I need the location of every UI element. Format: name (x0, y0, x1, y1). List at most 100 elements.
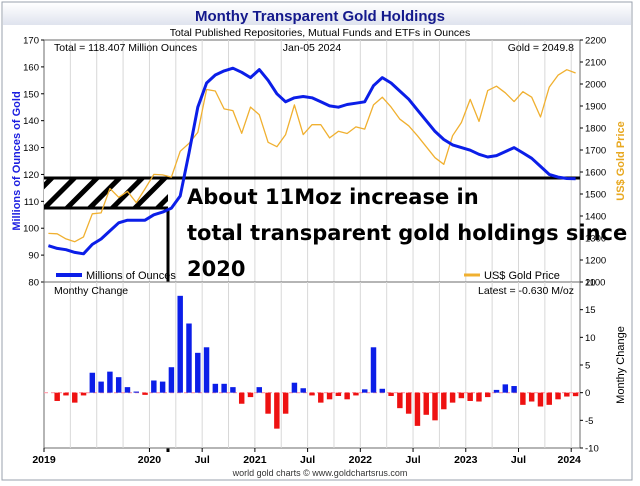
ytick-right-label: 1300 (585, 234, 606, 245)
top-panel-grid (69, 40, 572, 282)
ytick-left-label: 100 (23, 224, 39, 235)
bar-monthly-change (344, 392, 350, 400)
bar-monthly-change (159, 381, 166, 393)
bar-monthly-change (449, 392, 456, 403)
xtick-label: 2021 (243, 454, 267, 466)
bar-monthly-change (362, 389, 368, 393)
xtick-label: Jul (511, 454, 526, 466)
bar-monthly-change (414, 392, 421, 426)
ylabel-right: US$ Gold Price (615, 121, 627, 200)
bar-monthly-change (309, 392, 315, 396)
ytick-left-label: 90 (28, 251, 39, 262)
info-total: Total = 118.407 Million Ounces (54, 42, 197, 54)
bar-monthly-change (282, 392, 289, 414)
bar-monthly-change (423, 392, 429, 415)
series-line-ounces (47, 66, 576, 256)
bar-monthly-change (520, 392, 526, 405)
ytick-right-label: 1900 (585, 102, 606, 113)
bottom-panel-ticks: -10 -5 0 5 10 15 20 2019 2020 Jul 2021 Jul 2022 Jul 20… (32, 278, 598, 467)
xtick-label: Jul (300, 454, 315, 466)
bar-monthly-change (177, 295, 183, 393)
ylabel-bottom-right: Monthy Change (615, 326, 627, 404)
top-panel-ticks: 80 90 100 110 120 130 140 150 160 170 1100 1200 1300… (23, 36, 606, 289)
ytick-left-label: 150 (23, 89, 39, 100)
top-panel-series (47, 66, 576, 256)
bottom-panel-grid (44, 282, 580, 448)
bar-monthly-change (221, 383, 227, 393)
bottom-panel (43, 281, 581, 449)
annotation-text: About 11Moz increase in total transparent… (187, 185, 627, 281)
bar-monthly-change (186, 323, 192, 393)
xtick-label: Jul (405, 454, 420, 466)
bar-monthly-change (467, 392, 473, 401)
ytick-right-label: 1400 (585, 212, 606, 223)
ytick-right-label: 1800 (585, 124, 606, 135)
ytick-left-label: 160 (23, 62, 39, 73)
bar-monthly-change (195, 352, 201, 393)
chart-subtitle: Total Published Repositories, Mutual Fun… (170, 27, 471, 39)
ytick-left-label: 110 (24, 197, 39, 208)
bar-monthly-change (528, 392, 535, 402)
bar-monthly-change (458, 392, 465, 399)
xtick-label: 2019 (32, 454, 56, 466)
bar-monthly-change (335, 392, 342, 396)
bar-monthly-change (89, 372, 96, 393)
bar-monthly-change (572, 392, 579, 397)
xtick-label: 2024 (558, 454, 582, 466)
bar-monthly-change (291, 382, 298, 393)
ytick-bottom-label: 5 (585, 361, 590, 372)
bar-monthly-change (124, 387, 131, 393)
ylabel-left: Millions of Ounces of Gold (11, 91, 23, 230)
ytick-left-label: 170 (23, 36, 39, 47)
ytick-right-label: 2000 (585, 80, 606, 91)
bar-monthly-change (476, 392, 482, 402)
bar-monthly-change (353, 392, 359, 396)
info-gold-price: Gold = 2049.8 (508, 42, 574, 54)
bar-monthly-change (511, 386, 517, 393)
legend-gold-label: US$ Gold Price (484, 270, 560, 282)
ytick-right-label: 1600 (585, 168, 606, 179)
bar-monthly-change (115, 377, 122, 393)
monthly-change-bars (54, 295, 579, 429)
ytick-right-label: 1500 (585, 190, 606, 201)
ytick-bottom-label: -5 (585, 416, 593, 427)
latest-change-label: Latest = -0.630 M/oz (478, 285, 574, 297)
bar-monthly-change (72, 392, 78, 403)
ytick-left-label: 130 (23, 143, 39, 154)
bar-monthly-change (274, 392, 280, 429)
bar-monthly-change (168, 367, 175, 393)
ytick-bottom-label: 10 (585, 333, 596, 344)
ytick-left-label: 140 (23, 116, 39, 127)
bar-monthly-change (370, 347, 377, 393)
xtick-label: Jul (195, 454, 210, 466)
ytick-bottom-label: 20 (585, 278, 596, 289)
series-line-gold-price (48, 69, 576, 243)
bar-monthly-change (397, 392, 403, 409)
bar-monthly-change (230, 387, 236, 393)
xtick-label: 2022 (349, 454, 373, 466)
bar-monthly-change (326, 392, 333, 400)
bar-monthly-change (537, 392, 544, 407)
bar-monthly-change (502, 384, 509, 393)
bar-monthly-change (300, 388, 306, 393)
bar-monthly-change (265, 392, 271, 414)
bar-monthly-change (238, 392, 245, 404)
bar-monthly-change (379, 388, 386, 393)
bar-monthly-change (564, 392, 570, 397)
annotation-hatch-box (44, 178, 168, 208)
bar-monthly-change (142, 392, 148, 395)
xtick-label: 2023 (454, 454, 478, 466)
top-panel (43, 39, 581, 283)
ytick-left-label: 120 (23, 170, 39, 181)
bar-monthly-change (54, 392, 60, 401)
ytick-bottom-label: 15 (585, 305, 596, 316)
bar-monthly-change (63, 392, 69, 396)
bar-monthly-change (247, 392, 254, 398)
bar-monthly-change (318, 392, 324, 403)
bar-monthly-change (133, 391, 139, 393)
bar-monthly-change (432, 392, 438, 421)
ytick-right-label: 1700 (585, 146, 606, 157)
legend-ounces-label: Millions of Ounces (86, 270, 176, 282)
